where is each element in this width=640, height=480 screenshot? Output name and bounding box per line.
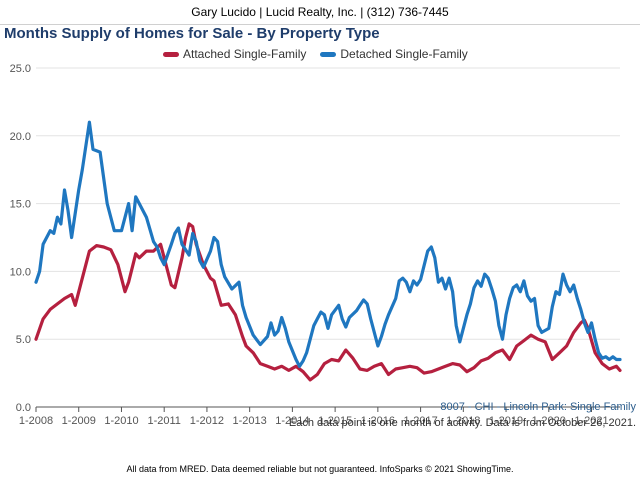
x-tick-label: 1-2013 [233, 415, 267, 427]
x-tick-label: 1-2019 [489, 415, 523, 427]
legend-label-detached: Detached Single-Family [340, 47, 468, 61]
legend-swatch-attached [163, 51, 179, 57]
x-tick-label: 1-2008 [19, 415, 53, 427]
legend-item-detached[interactable]: Detached Single-Family [320, 47, 468, 61]
chart-legend: Attached Single-Family Detached Single-F… [163, 46, 482, 62]
x-tick-label: 1-2014 [275, 415, 309, 427]
x-tick-label: 1-2015 [318, 415, 352, 427]
y-tick-label: 0.0 [16, 402, 31, 414]
x-tick-label: 1-2012 [190, 415, 224, 427]
x-tick-label: 1-2020 [532, 415, 566, 427]
x-tick-label: 1-2016 [361, 415, 395, 427]
series-line-attached [34, 222, 622, 382]
disclaimer: All data from MRED. Data deemed reliable… [126, 464, 514, 474]
y-tick-label: 25.0 [10, 63, 31, 75]
x-tick-label: 1-2021 [574, 415, 608, 427]
area-label: 8007 - CHI - Lincoln Park: Single Family [440, 401, 636, 413]
legend-swatch-detached [320, 51, 337, 57]
y-tick-label: 20.0 [10, 131, 31, 143]
y-tick-label: 10.0 [10, 266, 31, 278]
x-tick-label: 1-2010 [104, 415, 138, 427]
chart-title: Months Supply of Homes for Sale - By Pro… [4, 25, 380, 42]
series-line-detached [34, 120, 622, 368]
legend-label-attached: Attached Single-Family [183, 47, 307, 61]
x-tick-label: 1-2011 [147, 415, 180, 427]
x-tick-label: 1-2017 [403, 415, 437, 427]
banner-text: Gary Lucido | Lucid Realty, Inc. | (312)… [191, 5, 449, 19]
header-banner: Gary Lucido | Lucid Realty, Inc. | (312)… [0, 0, 640, 25]
x-tick-label: 1-2009 [62, 415, 96, 427]
x-tick-label: 1-2018 [446, 415, 480, 427]
data-note: Each data point is one month of activity… [288, 417, 636, 429]
y-tick-label: 5.0 [16, 334, 31, 346]
y-tick-label: 15.0 [10, 199, 31, 211]
legend-item-attached[interactable]: Attached Single-Family [163, 47, 306, 61]
